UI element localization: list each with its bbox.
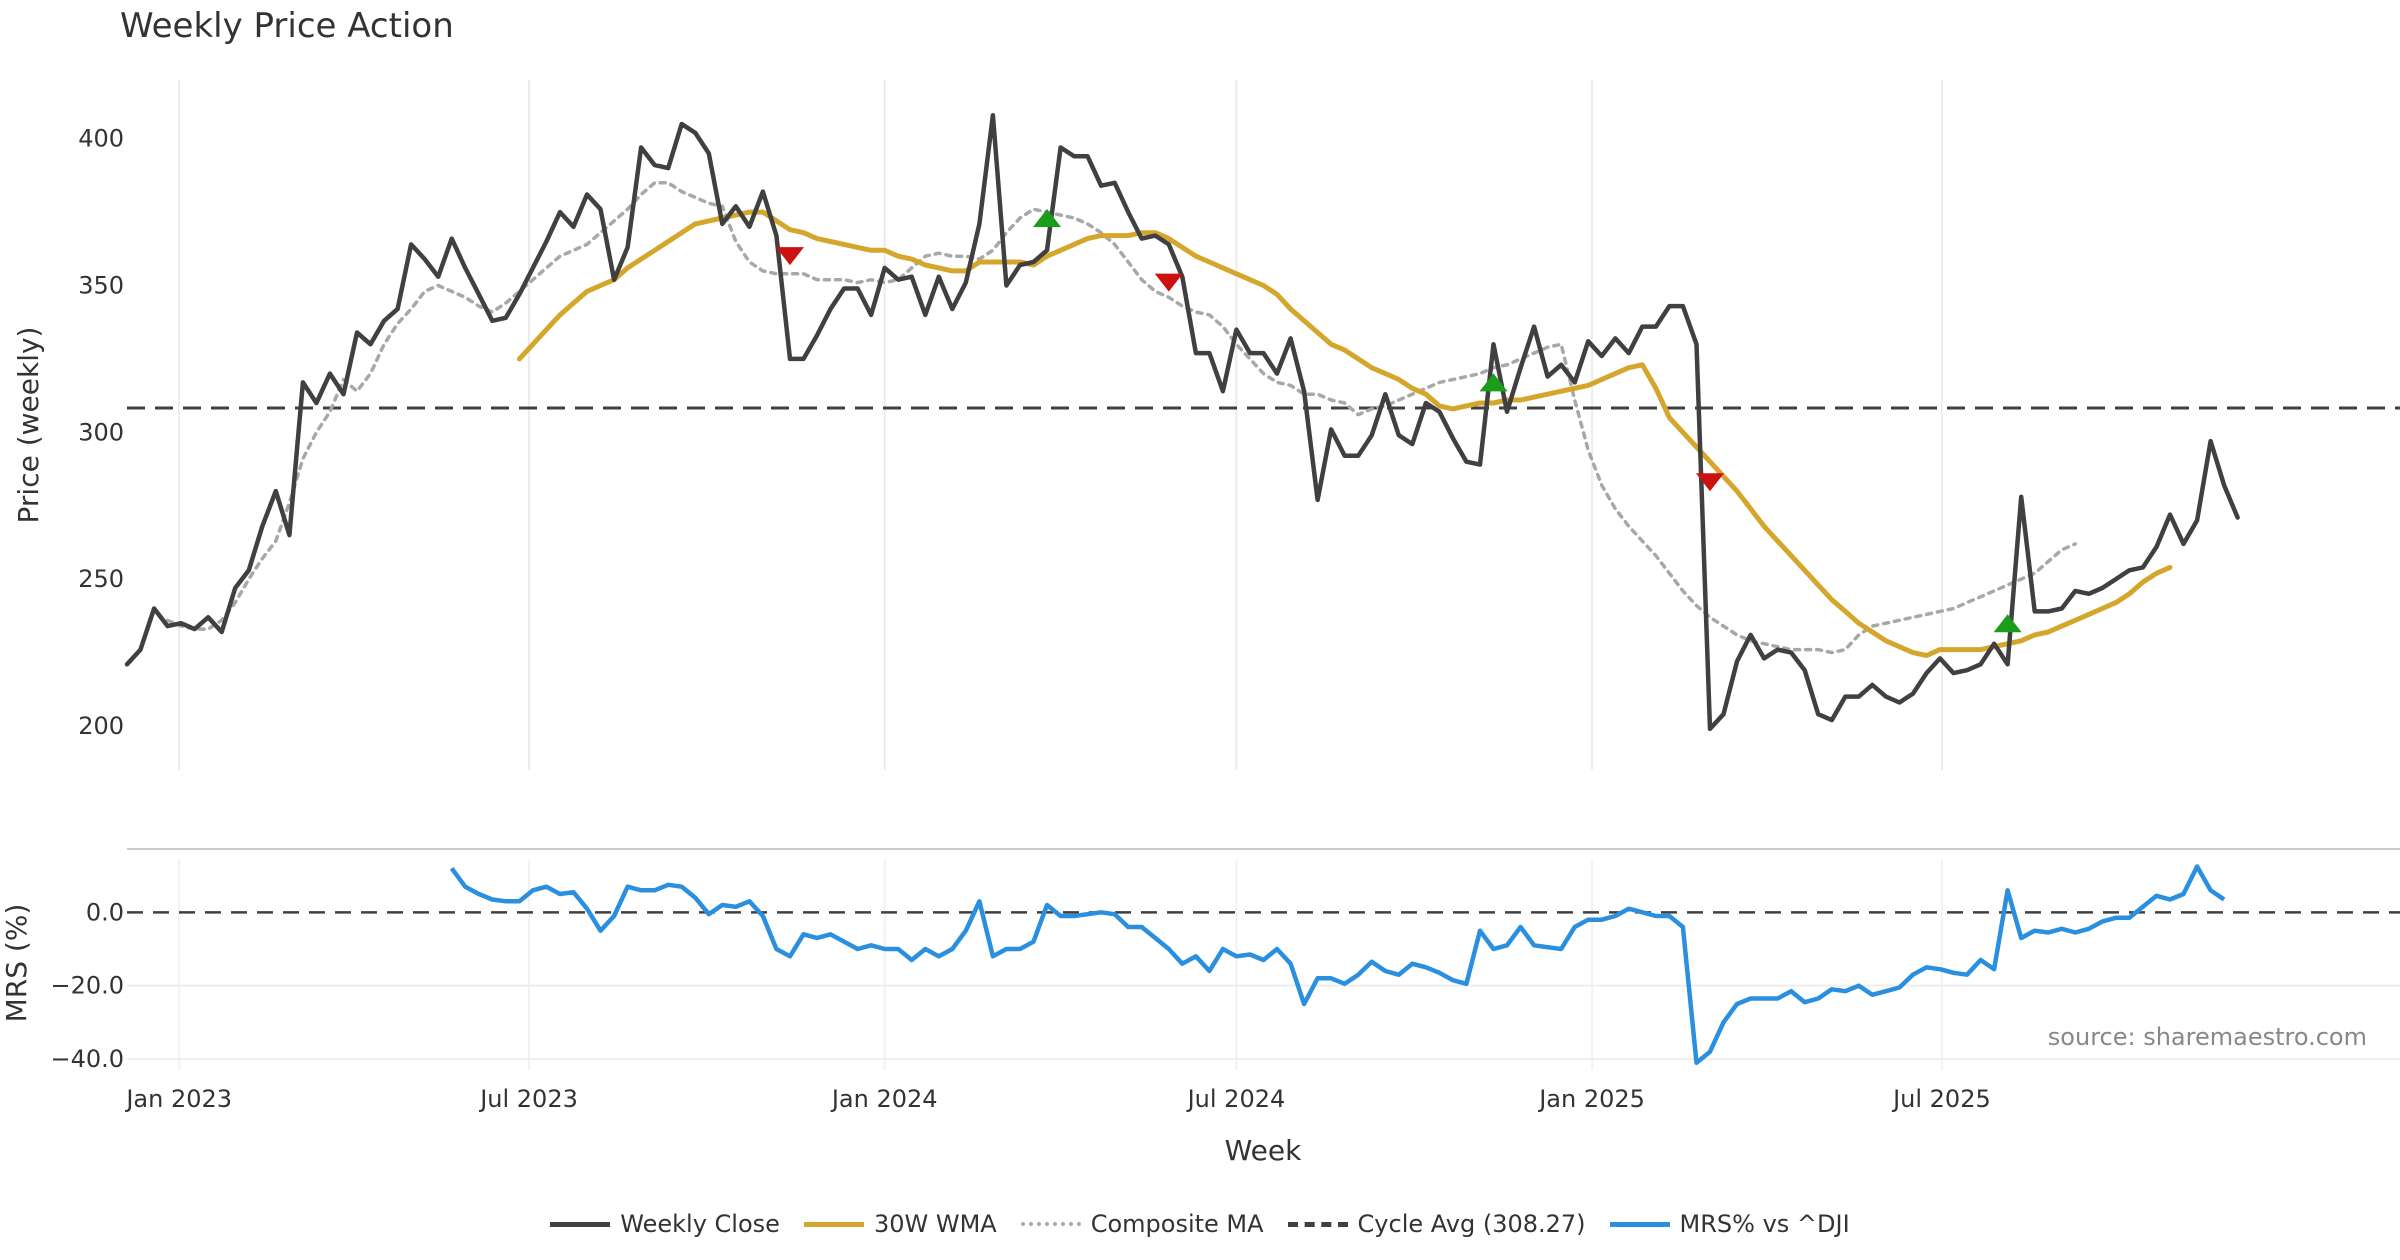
legend-swatch xyxy=(1287,1221,1348,1227)
top-y-axis: 200 250 300 350 400 xyxy=(78,125,124,740)
x-tick-label: Jan 2024 xyxy=(830,1085,938,1113)
legend-swatch xyxy=(1609,1221,1670,1227)
legend: Weekly Close 30W WMA Composite MA Cycle Avg… xyxy=(0,1210,2400,1238)
x-tick-label: Jul 2025 xyxy=(1891,1085,1991,1113)
x-axis-label: Week xyxy=(1225,1134,1302,1167)
top-series-group xyxy=(124,112,2400,732)
x-tick-label: Jan 2025 xyxy=(1537,1085,1645,1113)
top-y-tick-label: 250 xyxy=(78,565,124,593)
legend-item: MRS% vs ^DJI xyxy=(1609,1210,1850,1238)
chart-title: Weekly Price Action xyxy=(120,6,454,46)
buy-signal-marker xyxy=(1993,614,2022,633)
legend-label: MRS% vs ^DJI xyxy=(1679,1210,1850,1238)
top-gridlines xyxy=(178,80,1943,770)
buy-signal-marker xyxy=(1033,209,1062,227)
bottom-series-group xyxy=(127,864,2400,1065)
bottom-gridlines xyxy=(127,860,2400,1070)
series-weekly-close xyxy=(124,112,2240,732)
legend-label: 30W WMA xyxy=(873,1210,997,1238)
sell-signal-marker xyxy=(1695,473,1724,492)
signal-markers xyxy=(775,209,2022,633)
legend-label: Cycle Avg (308.27) xyxy=(1357,1210,1586,1238)
top-y-tick-label: 400 xyxy=(78,125,124,153)
top-y-tick-label: 300 xyxy=(78,418,124,446)
bottom-y-tick-label: 0.0 xyxy=(86,898,124,926)
legend-swatch xyxy=(803,1221,864,1227)
x-axis: Jan 2023 Jul 2023 Jan 2024 Jul 2024 Jan 2025… xyxy=(124,1085,1990,1113)
x-tick-label: Jan 2023 xyxy=(124,1085,232,1113)
series-composite-ma xyxy=(165,181,2078,655)
sell-signal-marker xyxy=(1154,273,1183,292)
series-mrs xyxy=(449,864,2226,1065)
legend-item: Weekly Close xyxy=(550,1210,780,1238)
x-tick-label: Jul 2023 xyxy=(478,1085,578,1113)
legend-label: Weekly Close xyxy=(620,1210,780,1238)
x-tick-label: Jul 2024 xyxy=(1186,1085,1286,1113)
top-y-tick-label: 350 xyxy=(78,272,124,300)
legend-item: Cycle Avg (308.27) xyxy=(1287,1210,1586,1238)
bottom-y-tick-label: −20.0 xyxy=(50,972,124,1000)
buy-signal-marker xyxy=(1479,373,1508,392)
top-y-axis-label: Price (weekly) xyxy=(12,327,45,524)
bottom-y-axis-label: MRS (%) xyxy=(0,904,33,1023)
legend-label: Composite MA xyxy=(1090,1210,1264,1238)
legend-swatch xyxy=(550,1221,611,1227)
source-watermark: source: sharemaestro.com xyxy=(2048,1023,2367,1051)
legend-item: 30W WMA xyxy=(803,1210,997,1238)
legend-item: Composite MA xyxy=(1020,1210,1264,1238)
series-30w-wma xyxy=(516,209,2173,658)
top-y-tick-label: 200 xyxy=(78,712,124,740)
bottom-y-tick-label: −40.0 xyxy=(50,1045,124,1073)
legend-swatch xyxy=(1020,1222,1081,1226)
sell-signal-marker xyxy=(775,247,804,266)
bottom-y-axis: 0.0 −20.0 −40.0 xyxy=(50,898,124,1073)
